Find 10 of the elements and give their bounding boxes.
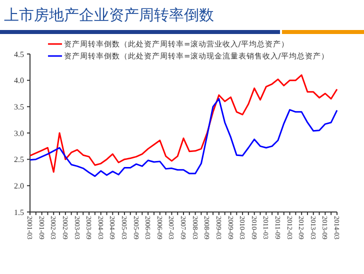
y-tick-label: 4.5: [14, 50, 24, 59]
y-tick-label: 3.0: [14, 128, 24, 138]
y-tick-label: 2.5: [14, 155, 24, 164]
line-series: [29, 98, 338, 177]
y-tick-label: 3.5: [14, 102, 24, 112]
chart-title: 上市房地产企业资产周转率倒数: [4, 6, 214, 24]
y-tick-label: 2.0: [14, 181, 24, 190]
line-series: [29, 74, 338, 173]
y-tick-label: 4.0: [14, 76, 24, 86]
y-tick-label: 1.5: [14, 208, 24, 217]
